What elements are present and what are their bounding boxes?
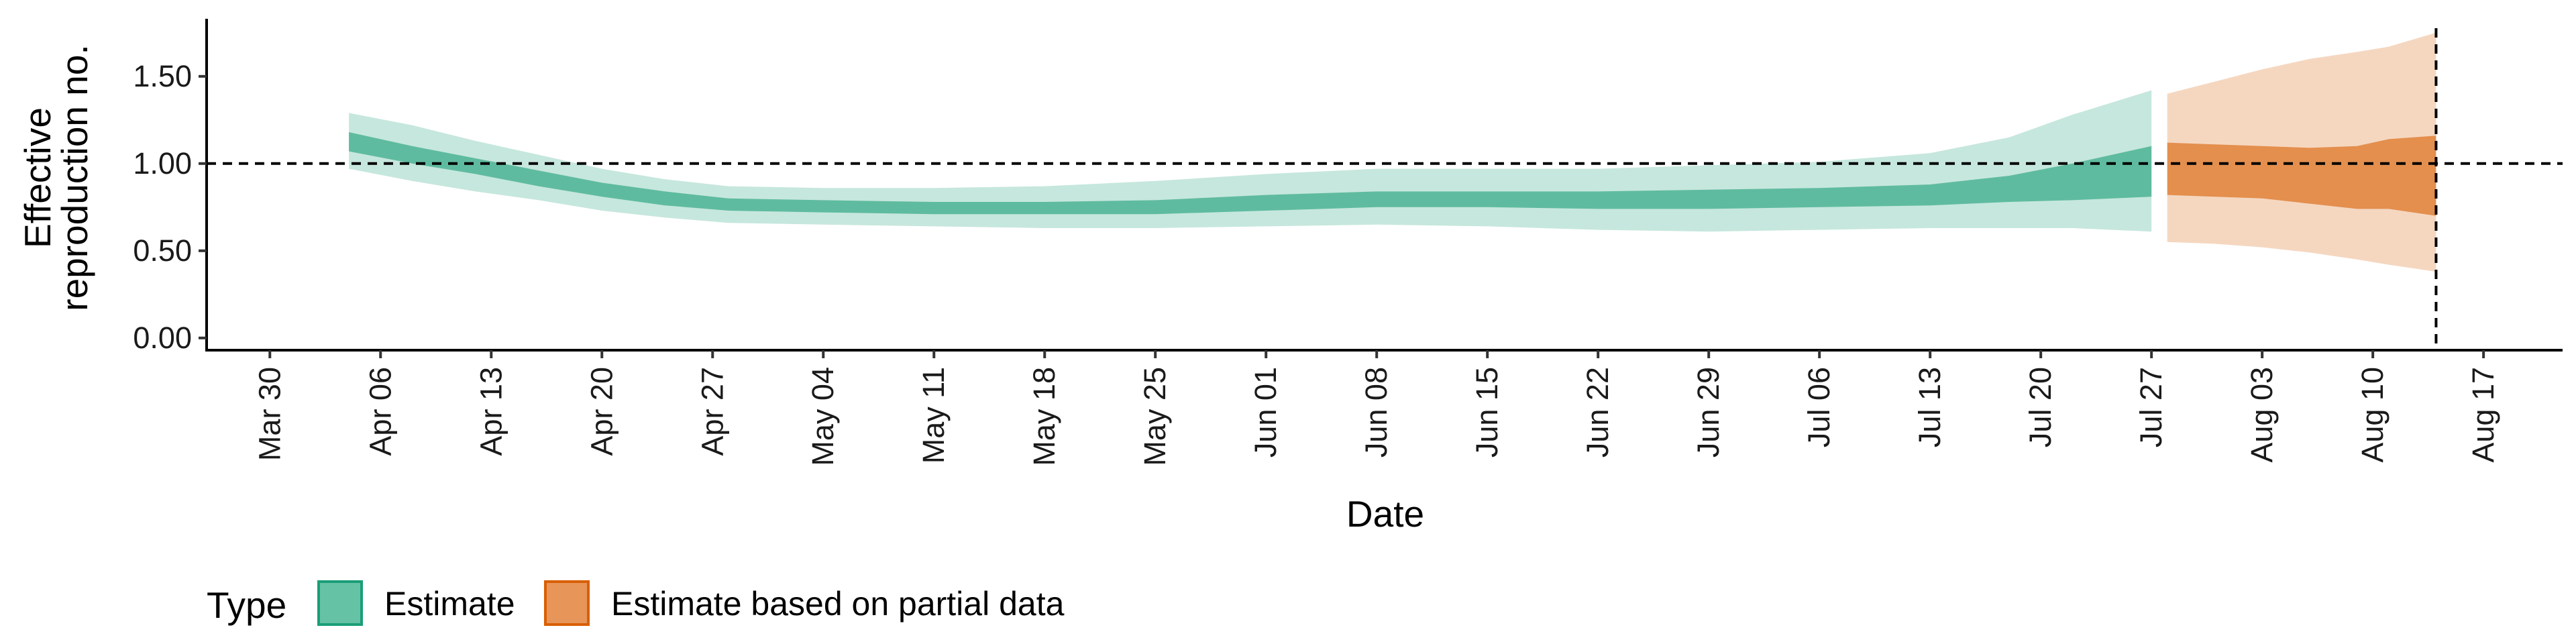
band-inner-estimate: [349, 132, 2152, 215]
x-tick-label: Jun 15: [1470, 367, 1504, 458]
x-tick-label: Aug 03: [2245, 367, 2279, 463]
x-tick-label: Aug 10: [2355, 367, 2390, 463]
x-tick-label: Jun 22: [1580, 367, 1615, 458]
x-tick-label: Jul 13: [1913, 367, 1947, 447]
legend-label-estimate: Estimate: [384, 585, 515, 623]
x-tick-label: May 04: [806, 367, 840, 466]
plot-bands: [349, 32, 2436, 272]
x-axis-ticks: Mar 30 Apr 06 Apr 13 Apr 20 Apr 27 May 04 May …: [252, 350, 2500, 466]
x-tick-label: May 18: [1027, 367, 1061, 466]
x-tick-label: Apr 20: [584, 367, 619, 456]
legend-label-partial: Estimate based on partial data: [611, 585, 1065, 623]
x-tick-label: Mar 30: [252, 367, 286, 461]
x-tick-label: Apr 27: [695, 367, 729, 456]
x-tick-label: Jul 20: [2023, 367, 2057, 447]
x-tick-label: Jun 01: [1248, 367, 1283, 458]
x-tick-label: Apr 13: [474, 367, 508, 456]
x-tick-label: Jul 27: [2134, 367, 2168, 447]
y-tick-label: 1.50: [133, 59, 192, 93]
x-tick-label: Aug 17: [2466, 367, 2500, 463]
y-tick-label: 0.50: [133, 233, 192, 268]
legend: Type Estimate Estimate based on partial …: [207, 580, 1065, 626]
x-tick-label: Apr 06: [363, 367, 397, 456]
y-axis-title-line1: Effective: [17, 107, 58, 248]
y-tick-label: 1.00: [133, 146, 192, 180]
x-tick-label: Jun 08: [1359, 367, 1393, 458]
legend-key-estimate: [317, 580, 363, 626]
x-tick-label: Jun 29: [1691, 367, 1725, 458]
x-tick-label: May 25: [1138, 367, 1172, 466]
y-tick-label: 0.00: [133, 321, 192, 355]
legend-title: Type: [207, 584, 286, 626]
x-tick-label: Jul 06: [1802, 367, 1836, 447]
y-axis-ticks: 0.00 0.50 1.00 1.50: [133, 59, 207, 355]
band-inner-partial: [2167, 136, 2436, 216]
y-axis-title-line2: reproduction no.: [54, 44, 95, 311]
x-axis-title: Date: [1346, 493, 1424, 535]
x-tick-label: May 11: [916, 367, 951, 464]
legend-key-partial: [544, 580, 590, 626]
